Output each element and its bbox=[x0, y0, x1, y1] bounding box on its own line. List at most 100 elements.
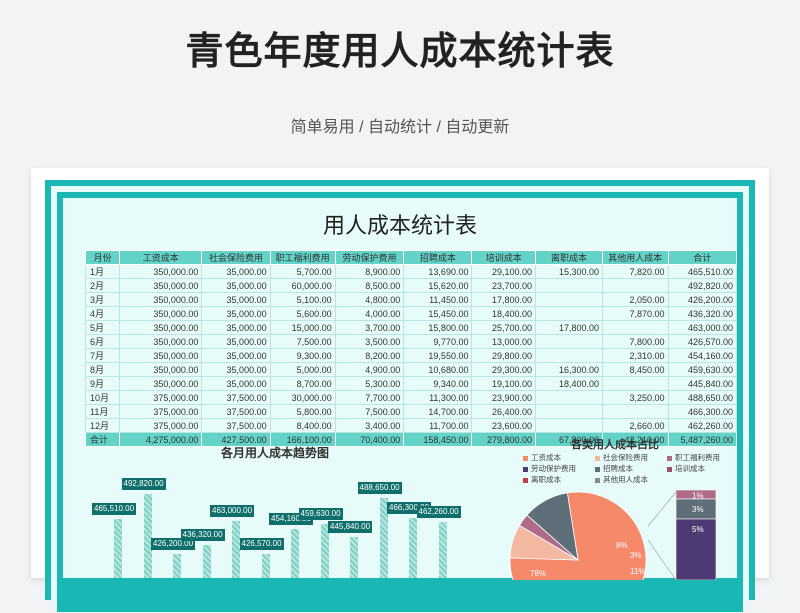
legend-swatch bbox=[667, 455, 672, 461]
table-cell: 462,260.00 bbox=[667, 418, 738, 433]
table-cell: 37,500.00 bbox=[201, 390, 271, 405]
column-header: 职工福利费用 bbox=[269, 250, 336, 265]
sheet-title: 用人成本统计表 bbox=[322, 214, 477, 239]
table-cell: 3,500.00 bbox=[334, 334, 405, 349]
table-cell: 67,800.00 bbox=[535, 432, 604, 447]
table-cell: 459,630.00 bbox=[667, 362, 738, 377]
table-cell: 18,400.00 bbox=[535, 376, 604, 391]
table-cell: 12月 bbox=[84, 418, 121, 433]
legend-label: 职工福利费用 bbox=[675, 453, 720, 462]
table-cell: 375,000.00 bbox=[119, 390, 203, 405]
bar bbox=[173, 554, 181, 578]
bar-data-label: 445,840.00 bbox=[328, 520, 373, 533]
pie-slice bbox=[526, 492, 579, 562]
table-cell: 19,100.00 bbox=[471, 376, 537, 391]
table-cell: 23,700.00 bbox=[471, 278, 537, 293]
table-cell: 13,690.00 bbox=[403, 264, 473, 279]
table-cell: 445,840.00 bbox=[667, 376, 738, 391]
table-cell: 11,450.00 bbox=[403, 292, 473, 307]
table-cell: 16,300.00 bbox=[535, 362, 604, 377]
table-cell: 350,000.00 bbox=[119, 348, 203, 363]
table-cell bbox=[535, 390, 604, 405]
legend-label: 工资成本 bbox=[531, 453, 561, 462]
table-row: 5月 350,000.00 35,000.00 15,000.00 3,700.00 15… bbox=[84, 320, 738, 335]
table-cell: 11月 bbox=[84, 404, 121, 419]
table-cell: 8,450.00 bbox=[602, 362, 669, 377]
table-cell: 2月 bbox=[84, 278, 121, 293]
column-header: 合计 bbox=[667, 250, 738, 265]
bar-data-label: 426,570.00 bbox=[239, 538, 284, 551]
legend-item: 工资成本 bbox=[523, 452, 561, 463]
table-cell: 4月 bbox=[84, 306, 121, 321]
breakout-segment bbox=[675, 518, 717, 580]
column-header: 培训成本 bbox=[471, 250, 537, 265]
table-cell: 70,400.00 bbox=[334, 432, 405, 447]
page-title: 青色年度用人成本统计表 bbox=[185, 29, 615, 73]
table-cell: 492,820.00 bbox=[667, 278, 738, 293]
table-cell: 4,800.00 bbox=[334, 292, 405, 307]
table-cell: 8,900.00 bbox=[334, 264, 405, 279]
table-row: 4月 350,000.00 35,000.00 5,600.00 4,000.00 15,… bbox=[84, 306, 738, 321]
table-cell: 18,400.00 bbox=[471, 306, 537, 321]
table-cell: 35,000.00 bbox=[201, 264, 271, 279]
table-cell: 7,800.00 bbox=[602, 334, 669, 349]
table-cell: 19,550.00 bbox=[403, 348, 473, 363]
bar-data-label: 436,320.00 bbox=[180, 529, 225, 542]
breakout-label: 5% bbox=[692, 525, 704, 534]
pie-slice bbox=[509, 491, 647, 580]
bar bbox=[232, 521, 240, 578]
table-cell: 35,000.00 bbox=[201, 348, 271, 363]
table-cell: 29,800.00 bbox=[471, 348, 537, 363]
column-header: 其他用人成本 bbox=[602, 250, 669, 265]
table-cell: 35,000.00 bbox=[201, 376, 271, 391]
legend-item: 培训成本 bbox=[667, 463, 705, 474]
table-cell: 35,000.00 bbox=[201, 306, 271, 321]
table-cell: 375,000.00 bbox=[119, 418, 203, 433]
table-cell: 13,000.00 bbox=[471, 334, 537, 349]
column-header: 月份 bbox=[84, 250, 121, 265]
legend-swatch bbox=[595, 455, 600, 461]
column-header: 招聘成本 bbox=[403, 250, 473, 265]
bar-data-label: 463,000.00 bbox=[210, 505, 255, 518]
table-cell: 4,275,000.00 bbox=[119, 432, 203, 447]
table-cell: 3,250.00 bbox=[602, 390, 669, 405]
table-cell: 3月 bbox=[84, 292, 121, 307]
table-cell: 14,700.00 bbox=[403, 404, 473, 419]
legend-label: 培训成本 bbox=[675, 464, 705, 473]
table-cell bbox=[602, 320, 669, 335]
table-cell bbox=[535, 306, 604, 321]
table-cell: 37,500.00 bbox=[201, 404, 271, 419]
pie-slice-label: 8% bbox=[616, 541, 628, 550]
pie-slice-label: 3% bbox=[630, 551, 642, 560]
pie-chart-title: 各类用人成本占比 bbox=[571, 438, 659, 451]
table-cell: 350,000.00 bbox=[119, 264, 203, 279]
legend-item: 劳动保护费用 bbox=[523, 463, 576, 474]
table-cell: 8月 bbox=[84, 362, 121, 377]
table-cell: 42,210.00 bbox=[602, 432, 669, 447]
table-cell bbox=[535, 404, 604, 419]
bar bbox=[320, 524, 329, 578]
bar bbox=[143, 494, 152, 578]
pie-slice-label: 78% bbox=[530, 569, 546, 578]
breakout-label: 3% bbox=[692, 505, 704, 514]
table-cell: 350,000.00 bbox=[119, 362, 203, 377]
column-header: 离职成本 bbox=[535, 250, 604, 265]
bar bbox=[409, 518, 417, 578]
table-cell: 375,000.00 bbox=[119, 404, 203, 419]
spreadsheet: 用人成本统计表 月份 工资成本 社会保险费用 职工福利费用 劳动保护费用 招聘成本 培训成本… bbox=[63, 198, 738, 580]
bar-data-label: 492,820.00 bbox=[121, 478, 166, 491]
table-cell: 35,000.00 bbox=[201, 320, 271, 335]
bar-data-label: 465,510.00 bbox=[92, 503, 137, 516]
table-cell: 29,300.00 bbox=[471, 362, 537, 377]
table-cell: 25,700.00 bbox=[471, 320, 537, 335]
table-cell: 5,000.00 bbox=[269, 362, 336, 377]
legend-swatch bbox=[523, 455, 528, 461]
table-cell: 2,050.00 bbox=[602, 292, 669, 307]
breakout-label: 1% bbox=[692, 492, 704, 501]
table-row: 10月 375,000.00 37,500.00 30,000.00 7,700.00 1… bbox=[84, 390, 738, 405]
legend-item: 招聘成本 bbox=[595, 463, 633, 474]
table-cell bbox=[535, 278, 604, 293]
table-cell: 166,100.00 bbox=[269, 432, 336, 447]
table-cell: 350,000.00 bbox=[119, 334, 203, 349]
table-cell: 3,400.00 bbox=[334, 418, 405, 433]
